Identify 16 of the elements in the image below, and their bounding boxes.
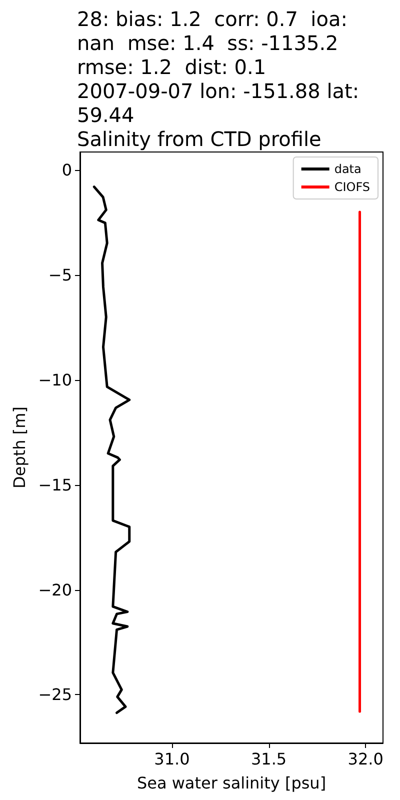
chart-subtitle: Salinity from CTD profile — [77, 127, 322, 151]
y-tick-label: 0 — [62, 160, 72, 180]
y-tick-label: −20 — [38, 580, 72, 600]
legend-label: CIOFS — [334, 180, 370, 194]
y-tick-label: −10 — [38, 370, 72, 390]
y-tick-label: −15 — [38, 475, 72, 494]
legend-label: data — [334, 162, 362, 176]
x-tick-label: 31.0 — [154, 750, 190, 768]
y-tick-label: −5 — [48, 265, 72, 284]
chart-title: 28: bias: 1.2 corr: 0.7 ioa: nan mse: 1.4 ss: -1135.2 rmse: 1.2 dist: 0.1 2007-09-07 lon: -151.88 lat: 59.44 — [77, 7, 360, 127]
line-series — [92, 186, 131, 714]
x-axis-title: Sea water salinity [psu] — [136, 774, 326, 792]
y-axis-title: Depth [m] — [10, 406, 29, 488]
x-tick-label: 32.0 — [348, 750, 384, 768]
y-tick-label: −25 — [38, 685, 72, 704]
x-tick-label: 31.5 — [250, 750, 287, 768]
